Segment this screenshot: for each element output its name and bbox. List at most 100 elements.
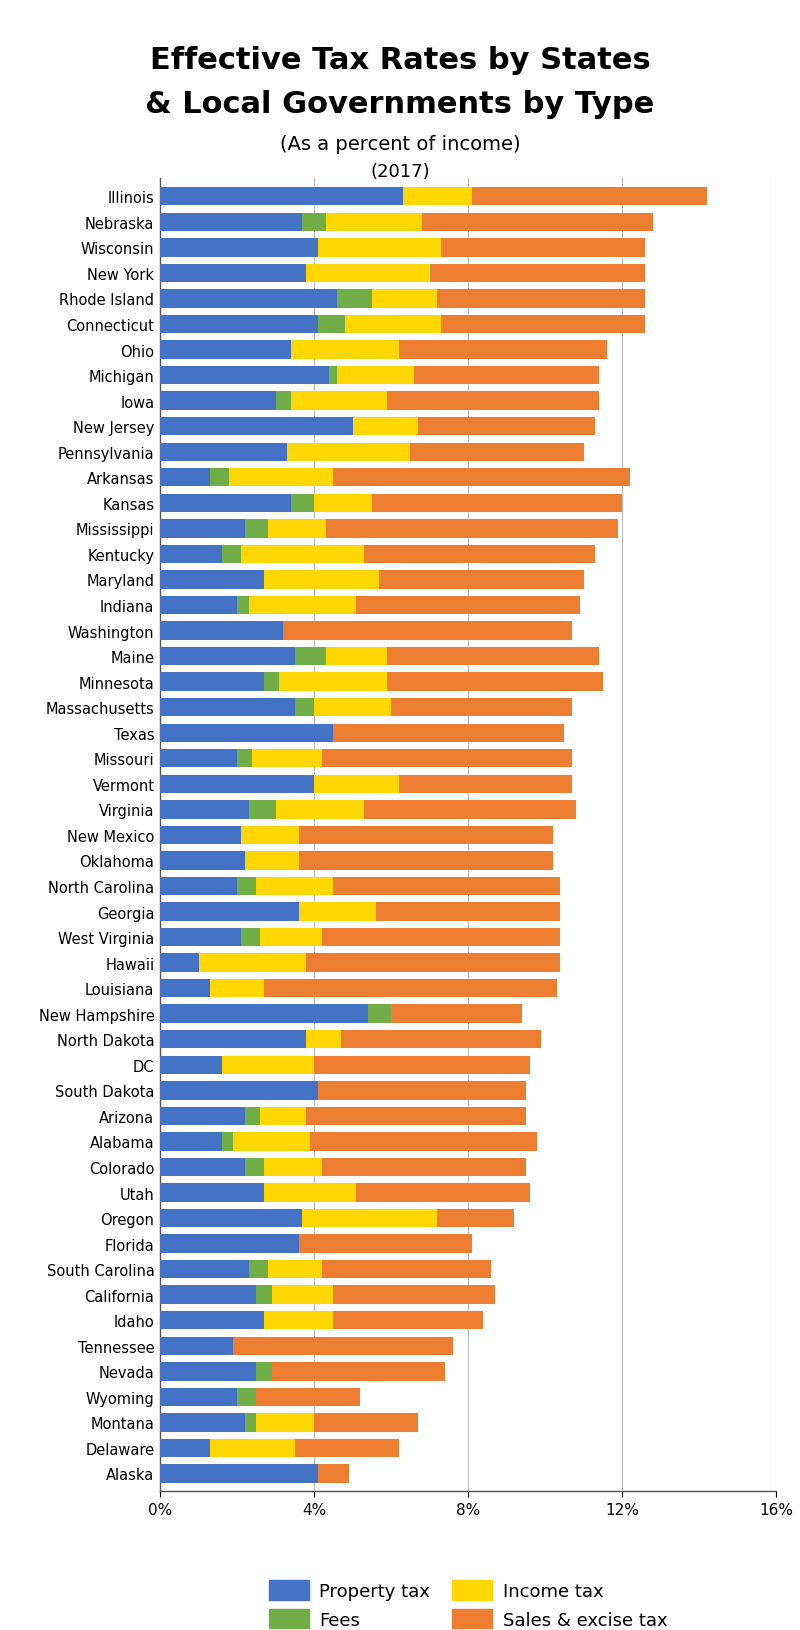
Bar [410,443,583,461]
Bar [222,546,241,564]
Bar [318,240,441,258]
Bar [294,1439,398,1457]
Bar [283,623,572,641]
Bar [160,699,294,717]
Bar [249,1260,268,1278]
Bar [294,699,314,717]
Bar [314,1413,418,1431]
Bar [160,1260,249,1278]
Bar [160,1030,306,1048]
Bar [160,1157,245,1177]
Bar [414,367,599,385]
Bar [230,469,334,487]
Bar [233,1337,453,1355]
Bar [287,443,410,461]
Bar [337,367,414,385]
Bar [160,800,249,818]
Bar [241,546,364,564]
Bar [160,546,222,564]
Bar [314,699,391,717]
Bar [249,800,275,818]
Bar [160,214,302,231]
Bar [372,290,437,308]
Bar [160,776,314,794]
Bar [237,877,256,895]
Bar [160,187,402,207]
Bar [160,443,287,461]
Bar [298,826,553,844]
Bar [237,1387,256,1407]
Bar [256,1387,360,1407]
Bar [249,597,356,615]
Bar [160,903,298,921]
Bar [334,1311,483,1330]
Bar [233,1133,310,1151]
Bar [441,240,645,258]
Bar [334,877,560,895]
Bar [245,1157,264,1177]
Bar [160,1056,222,1074]
Bar [160,1413,245,1431]
Bar [387,647,599,667]
Bar [291,341,398,360]
Bar [222,1133,233,1151]
Bar [341,1030,541,1048]
Bar [264,673,279,691]
Bar [264,980,557,998]
Bar [256,1413,314,1431]
Bar [210,980,264,998]
Bar [160,469,210,487]
Bar [364,546,595,564]
Text: Effective Tax Rates by States: Effective Tax Rates by States [150,46,650,75]
Bar [264,1183,356,1201]
Bar [160,1311,264,1330]
Bar [256,877,334,895]
Bar [160,417,353,437]
Bar [160,929,241,947]
Bar [237,750,253,768]
Bar [334,724,564,742]
Bar [160,1107,245,1125]
Bar [272,1286,334,1304]
Bar [356,1183,530,1201]
Bar [337,290,372,308]
Bar [345,316,441,334]
Bar [160,520,245,538]
Bar [160,1363,256,1381]
Bar [160,750,237,768]
Bar [160,852,245,870]
Bar [422,214,653,231]
Bar [160,1004,368,1024]
Legend: Property tax, Fees, Income tax, Sales & excise tax: Property tax, Fees, Income tax, Sales & … [262,1573,674,1630]
Bar [376,903,560,921]
Bar [314,1056,530,1074]
Bar [430,264,645,284]
Bar [160,597,237,615]
Bar [268,1260,322,1278]
Bar [160,1439,210,1457]
Bar [368,1004,391,1024]
Bar [160,647,294,667]
Bar [245,1107,260,1125]
Bar [160,367,330,385]
Bar [245,1413,256,1431]
Bar [294,647,326,667]
Bar [237,597,249,615]
Bar [364,800,576,818]
Bar [318,1464,349,1483]
Bar [298,852,553,870]
Bar [353,417,418,437]
Bar [314,776,398,794]
Bar [160,1387,237,1407]
Bar [275,393,291,411]
Bar [326,520,618,538]
Bar [310,1133,538,1151]
Bar [253,750,322,768]
Bar [306,1030,341,1048]
Bar [306,954,560,971]
Bar [160,673,264,691]
Bar [391,1004,522,1024]
Bar [330,367,337,385]
Bar [472,187,706,207]
Bar [264,570,379,590]
